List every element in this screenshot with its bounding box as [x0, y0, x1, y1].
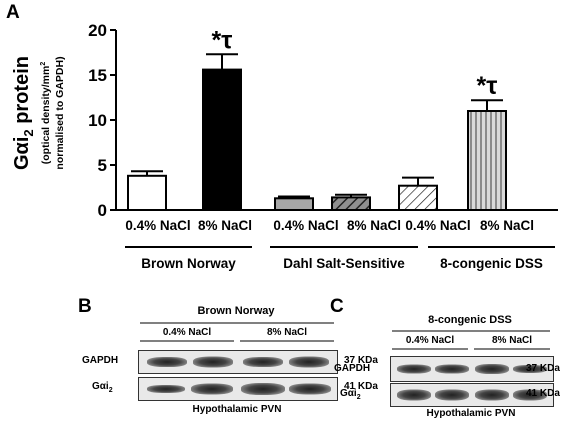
- bar: [202, 68, 242, 211]
- bar: [467, 110, 507, 211]
- blot-panel-c: 8-congenic DSS 0.4% NaCl 8% NaCl GAPDH 3…: [334, 305, 579, 421]
- blot-c-row-1-label: GAPDH: [334, 363, 371, 374]
- blot-c-row-2-kda: 41 KDa: [526, 388, 560, 399]
- band: [147, 357, 187, 367]
- blot-b-condition-rules: [140, 340, 334, 342]
- panel-label-b: B: [78, 296, 92, 317]
- x-tick-label: 8% NaCl: [480, 218, 534, 233]
- band: [193, 356, 233, 368]
- y-axis-subtitle-text: (optical density/mm: [40, 66, 52, 165]
- blot-c-row-2-label: Gαi2: [340, 388, 361, 401]
- bar: [331, 196, 371, 211]
- blot-c-title: 8-congenic DSS: [428, 314, 512, 326]
- blot-b-row-1-label: GAPDH: [82, 355, 119, 366]
- blot-b-footer: Hypothalamic PVN: [192, 404, 282, 415]
- blot-b-row-2-label: Gαi2: [92, 381, 113, 394]
- band: [513, 389, 547, 401]
- blot-b-gai2-strip: [138, 377, 338, 401]
- blot-b-row-2-kda: 41 KDa: [344, 381, 378, 392]
- x-tick-label: 0.4% NaCl: [273, 218, 338, 233]
- blot-b-row-1-kda: 37 KDa: [344, 355, 378, 366]
- blot-c-gapdh-strip: [390, 356, 554, 382]
- band: [475, 364, 509, 374]
- blot-panel-b: Brown Norway 0.4% NaCl 8% NaCl GAPDH 37 …: [82, 305, 378, 421]
- y-axis-title-main: Gαi: [11, 137, 33, 170]
- band: [513, 365, 547, 373]
- y-tick-label: 5: [98, 156, 107, 175]
- blot-c-gai2-strip: [390, 383, 554, 407]
- group-label: Dahl Salt-Sensitive: [283, 256, 405, 271]
- band: [289, 356, 329, 368]
- bar: [398, 184, 438, 211]
- band: [435, 389, 469, 401]
- band: [191, 383, 233, 395]
- group-label: Brown Norway: [141, 256, 236, 271]
- band: [397, 389, 431, 401]
- blot-c-row-1-kda: 37 KDa: [526, 363, 560, 374]
- significance-marker: *τ: [477, 72, 498, 100]
- x-tick-label: 8% NaCl: [347, 218, 401, 233]
- y-axis-title: Gαi2 protein: [11, 56, 36, 170]
- blot-b-row-2-label-sub: 2: [108, 387, 113, 394]
- blot-c-condition-1: 0.4% NaCl: [405, 335, 455, 346]
- band: [475, 389, 509, 401]
- blot-c-condition-2: 8% NaCl: [491, 335, 532, 346]
- y-axis-title-tail: protein: [11, 56, 33, 129]
- band: [435, 364, 469, 374]
- bar: [274, 197, 314, 212]
- band: [243, 357, 283, 367]
- band: [289, 383, 331, 395]
- blot-b-row-2-label-main: Gαi: [92, 381, 109, 392]
- blot-c-title-rule: [392, 330, 550, 332]
- band: [147, 385, 185, 393]
- blot-b-title-rule: [140, 322, 334, 324]
- panel-label-a: A: [6, 2, 20, 23]
- y-axis-title-sub: 2: [21, 129, 36, 136]
- blot-c-row-2-label-main: Gαi: [340, 388, 357, 399]
- blot-b-gapdh-strip: [138, 350, 338, 374]
- blot-b-condition-1: 0.4% NaCl: [162, 327, 212, 338]
- y-tick-label: 0: [98, 201, 107, 220]
- group-label: 8-congenic DSS: [440, 256, 543, 271]
- blot-b-condition-2: 8% NaCl: [266, 327, 307, 338]
- x-tick-label: 0.4% NaCl: [405, 218, 470, 233]
- blot-c-row-2-label-sub: 2: [356, 394, 361, 401]
- blot-b-title: Brown Norway: [197, 305, 275, 317]
- x-tick-label: 8% NaCl: [198, 218, 252, 233]
- bar-chart: Gαi2 protein (optical density/mm2 normal…: [11, 21, 558, 271]
- band: [397, 364, 431, 374]
- y-axis-subtitle-sup: 2: [40, 62, 47, 66]
- blot-c-condition-rules: [392, 348, 550, 350]
- bar: [127, 174, 167, 212]
- band: [241, 383, 285, 395]
- y-tick-label: 20: [88, 21, 107, 40]
- significance-marker: *τ: [212, 26, 233, 54]
- y-axis-subtitle-line2: normalised to GAPDH): [54, 56, 66, 169]
- y-axis-subtitle-line1: (optical density/mm2: [40, 62, 52, 165]
- y-tick-label: 10: [88, 111, 107, 130]
- y-tick-label: 15: [88, 66, 107, 85]
- x-tick-label: 0.4% NaCl: [125, 218, 190, 233]
- panel-label-c: C: [330, 296, 344, 317]
- blot-c-footer: Hypothalamic PVN: [426, 408, 516, 419]
